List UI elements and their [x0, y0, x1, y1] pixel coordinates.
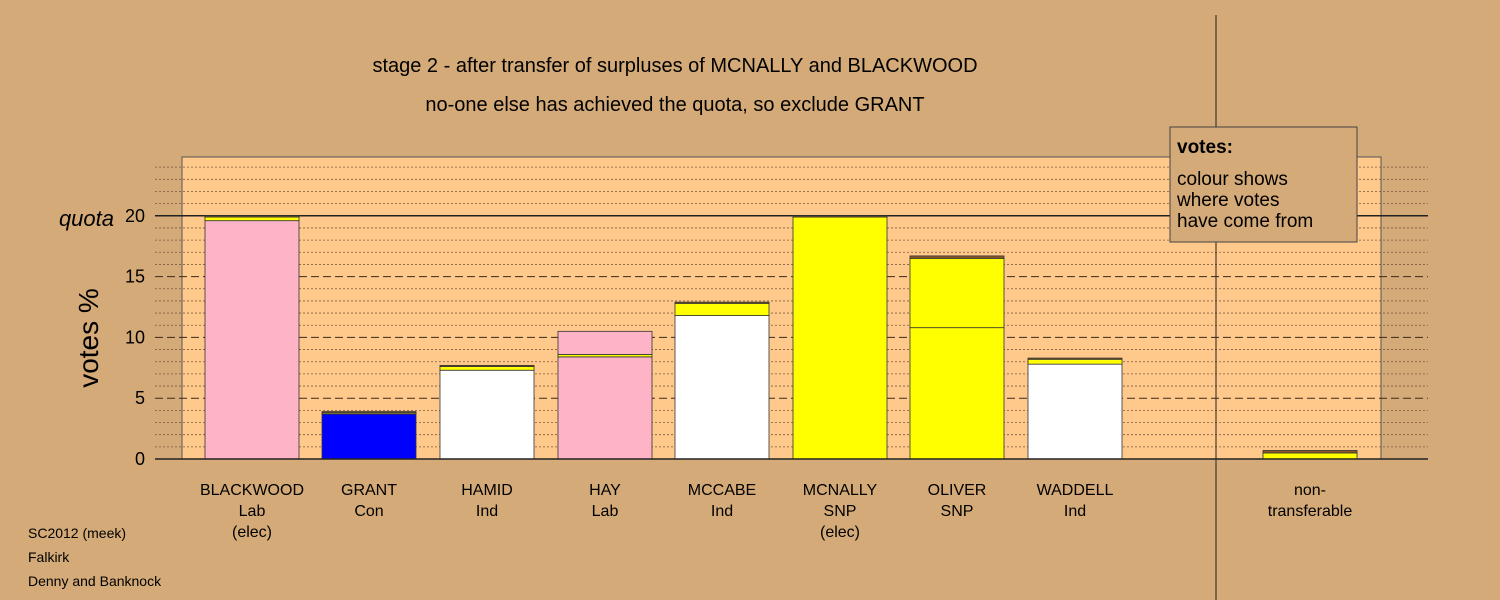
- category-label: non-: [1294, 482, 1326, 499]
- axis-layer: 0 5 10 15 20: [125, 206, 1428, 469]
- bar-waddell: [1027, 357, 1123, 460]
- bar-segment: [557, 330, 653, 355]
- bar-segment: [204, 216, 300, 222]
- category-label: SNP: [824, 503, 857, 520]
- footer-council: Falkirk: [28, 549, 70, 565]
- bar-segment: [1027, 358, 1123, 365]
- bar-segment: [321, 411, 417, 414]
- bar-blackwood: [204, 215, 300, 460]
- category-label: WADDELL: [1037, 482, 1114, 499]
- category-label: transferable: [1268, 503, 1353, 520]
- chart-title: stage 2 - after transfer of surpluses of…: [372, 55, 977, 77]
- bar-mccabe: [674, 301, 770, 460]
- legend-line-1: colour shows: [1177, 169, 1288, 190]
- y-tick-label: 20: [125, 206, 145, 226]
- legend-box: [1169, 126, 1358, 243]
- bar-segment: [439, 369, 535, 460]
- bar-segment: [1262, 450, 1358, 454]
- y-tick-label: 10: [125, 327, 145, 347]
- quota-label: quota: [59, 206, 114, 231]
- bar-segment: [674, 301, 770, 304]
- bar-segment: [557, 356, 653, 460]
- bar-segment: [1027, 363, 1123, 460]
- bar-segment: [1027, 357, 1123, 360]
- y-tick-label: 15: [125, 267, 145, 287]
- category-label: Con: [354, 503, 383, 520]
- bar-segment: [909, 257, 1005, 329]
- category-label: (elec): [232, 524, 272, 541]
- category-label: MCNALLY: [803, 482, 878, 499]
- bars-layer: [204, 215, 1358, 460]
- footer-ward: Denny and Banknock: [28, 573, 162, 589]
- legend-line-2: where votes: [1176, 190, 1279, 211]
- category-label: HAY: [589, 482, 621, 499]
- y-tick-label: 0: [135, 449, 145, 469]
- category-label: HAMID: [461, 482, 513, 499]
- bar-oliver: [909, 255, 1005, 460]
- y-tick-label: 5: [135, 388, 145, 408]
- bar-non: [1262, 450, 1358, 460]
- category-label: Ind: [476, 503, 498, 520]
- legend-line-3: have come from: [1177, 211, 1313, 232]
- bar-mcnally: [792, 215, 888, 460]
- category-label: GRANT: [341, 482, 397, 499]
- bar-segment: [439, 366, 535, 371]
- category-label: Ind: [711, 503, 733, 520]
- category-label: BLACKWOOD: [200, 482, 304, 499]
- category-labels: BLACKWOOD Lab (elec) GRANT Con HAMID Ind HAY Lab…: [200, 482, 1352, 541]
- bar-hay: [557, 330, 653, 460]
- bar-segment: [792, 216, 888, 460]
- bar-segment: [1262, 452, 1358, 460]
- footer-notes: SC2012 (meek) Falkirk Denny and Banknock: [28, 525, 162, 589]
- bar-segment: [792, 215, 888, 218]
- bar-segment: [909, 327, 1005, 460]
- bar-hamid: [439, 364, 535, 460]
- category-label: (elec): [820, 524, 860, 541]
- chart-subtitle: no-one else has achieved the quota, so e…: [425, 94, 924, 116]
- category-label: Lab: [239, 503, 266, 520]
- bar-segment: [909, 255, 1005, 259]
- bar-grant: [321, 411, 417, 460]
- legend-title: votes:: [1177, 137, 1233, 158]
- bar-segment: [204, 215, 300, 218]
- footer-source: SC2012 (meek): [28, 525, 126, 541]
- bar-segment: [439, 364, 535, 367]
- bar-segment: [674, 302, 770, 316]
- category-label: Ind: [1064, 503, 1086, 520]
- y-axis-label: votes %: [73, 288, 104, 388]
- category-label: Lab: [592, 503, 619, 520]
- bar-segment: [321, 413, 417, 460]
- legend: votes: colour shows where votes have com…: [1169, 126, 1358, 243]
- category-label: SNP: [941, 503, 974, 520]
- bar-segment: [204, 220, 300, 460]
- category-label: MCCABE: [688, 482, 756, 499]
- category-label: OLIVER: [928, 482, 987, 499]
- bar-segment: [674, 315, 770, 460]
